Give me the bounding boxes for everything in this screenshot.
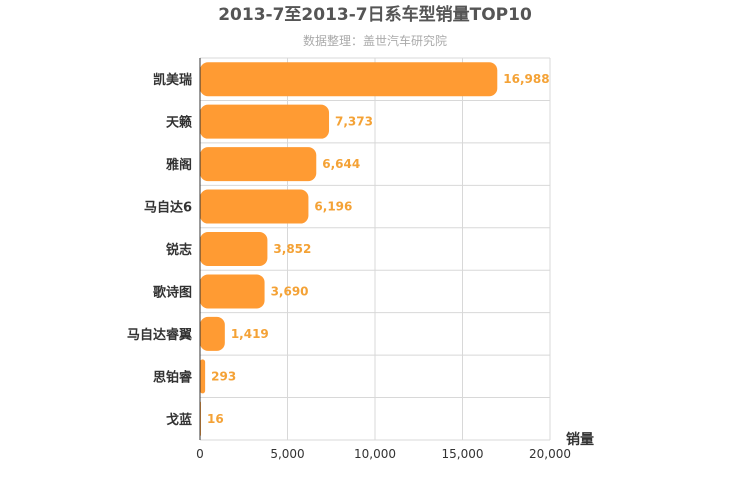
value-label: 6,196 <box>314 200 352 214</box>
bar <box>200 359 206 394</box>
x-tick-label: 20,000 <box>529 447 571 461</box>
value-label: 1,419 <box>231 327 269 341</box>
value-label: 3,690 <box>271 284 309 298</box>
x-tick-labels: 0 5,000 10,000 15,000 20,000 <box>196 447 571 461</box>
bar <box>200 316 225 351</box>
value-label: 293 <box>211 369 236 383</box>
bar <box>200 147 317 182</box>
value-label: 16,988 <box>503 72 549 86</box>
x-tick-label: 5,000 <box>270 447 304 461</box>
category-label: 马自达6 <box>144 200 192 216</box>
chart-title: 2013-7至2013-7日系车型销量TOP10 <box>218 4 532 25</box>
category-label: 马自达睿翼 <box>127 327 192 343</box>
bar <box>200 274 265 309</box>
value-label: 6,644 <box>322 157 360 171</box>
bar <box>200 232 268 266</box>
grid-lines <box>200 57 551 441</box>
value-label: 7,373 <box>335 115 373 129</box>
bar <box>200 104 330 139</box>
category-label: 雅阁 <box>166 157 192 173</box>
x-tick-label: 10,000 <box>354 447 396 461</box>
category-label: 锐志 <box>166 242 192 258</box>
value-labels: 16,988 7,373 6,644 6,196 3,852 3,690 1,419 293 1… <box>207 72 550 426</box>
chart-subtitle: 数据整理：盖世汽车研究院 <box>303 33 447 48</box>
bars <box>200 62 498 436</box>
category-label: 歌诗图 <box>153 284 192 300</box>
category-label: 戈蓝 <box>166 412 192 428</box>
value-label: 16 <box>207 412 224 426</box>
x-tick-label: 0 <box>196 447 204 461</box>
x-tick-label: 15,000 <box>442 447 484 461</box>
value-label: 3,852 <box>273 242 311 256</box>
bar <box>200 62 498 97</box>
x-axis-title: 销量 <box>566 431 594 448</box>
bar <box>200 189 309 224</box>
category-label: 凯美瑞 <box>153 72 192 88</box>
category-label: 天籁 <box>166 115 192 131</box>
category-label: 思铂睿 <box>153 369 193 385</box>
